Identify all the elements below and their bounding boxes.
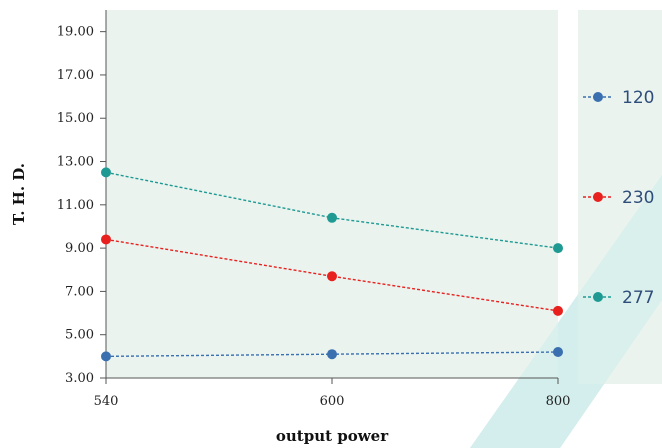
legend-label-120: 120 [622,88,654,108]
legend-label-230: 230 [622,188,654,208]
legend: 120 230 277 [583,88,654,308]
x-axis-title: output power [276,427,389,445]
legend-marker-277 [593,292,603,302]
y-axis-ticks: 3.00 5.00 7.00 9.00 11.00 13.00 15.00 17.00 19.0… [57,25,106,386]
y-tick-label: 13.00 [57,155,94,170]
y-tick-label: 5.00 [65,328,94,343]
data-point-277 [327,212,337,223]
legend-marker-230 [593,192,603,202]
series-line-230 [105,238,559,312]
y-tick-label: 11.00 [57,198,94,213]
y-axis-title: T. H. D. [10,163,28,225]
data-point-277 [101,167,111,178]
data-point-230 [327,271,337,282]
y-tick-label: 3.00 [65,371,94,386]
legend-label-277: 277 [622,288,654,308]
series-layer [101,167,563,362]
y-tick-label: 9.00 [65,241,94,256]
y-tick-label: 19.00 [57,25,94,40]
watermark-swoosh-overlay [470,175,662,448]
data-point-120 [553,347,563,358]
x-axis-ticks: 540 600 800 [94,378,571,409]
data-point-277 [553,243,563,254]
y-tick-label: 17.00 [57,68,94,83]
data-point-120 [101,351,111,362]
data-point-230 [101,234,111,245]
y-tick-label: 15.00 [57,111,94,126]
y-tick-label: 7.00 [65,284,94,299]
x-tick-label: 540 [94,394,119,409]
data-point-230 [553,305,563,316]
data-point-120 [327,349,337,360]
x-tick-label: 800 [546,394,571,409]
plot-area [106,10,558,378]
legend-marker-120 [593,92,603,102]
x-tick-label: 600 [320,394,345,409]
